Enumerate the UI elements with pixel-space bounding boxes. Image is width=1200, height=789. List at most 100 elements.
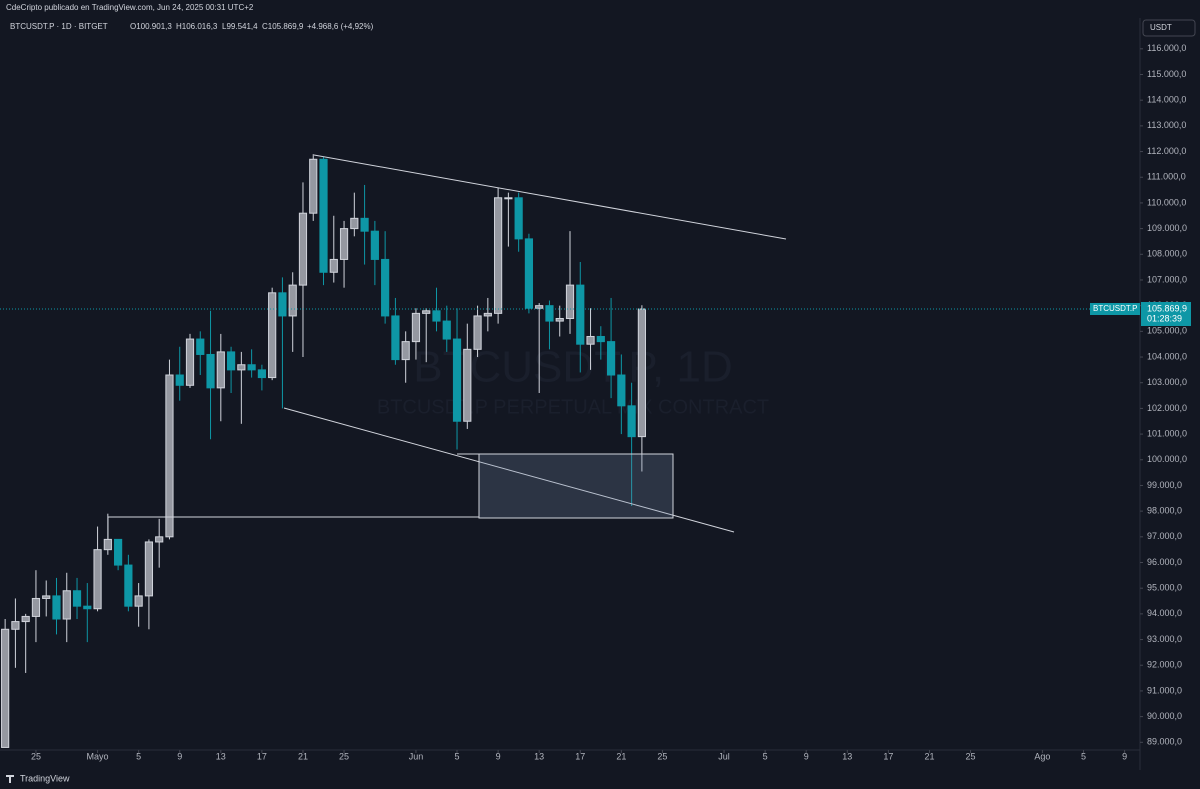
candle-body <box>483 312 492 317</box>
footer-brand: TradingView <box>20 773 70 783</box>
x-tick-label: 17 <box>883 751 893 761</box>
candle-body <box>473 315 482 350</box>
candle-body <box>31 597 41 617</box>
x-tick-label: Mayo <box>87 751 109 761</box>
drawings <box>107 154 787 540</box>
candle-body <box>535 305 544 309</box>
candle-body <box>617 374 626 407</box>
y-tick-label: 90.000,0 <box>1147 711 1182 721</box>
x-tick-label: 5 <box>1081 751 1086 761</box>
candle-body <box>422 310 431 314</box>
price-tag-price: 105.869,9 <box>1147 303 1187 313</box>
candle-body <box>298 212 308 286</box>
candle-body <box>21 615 30 623</box>
y-tick-label: 103.000,0 <box>1147 377 1187 387</box>
y-tick-label: 101.000,0 <box>1147 428 1187 438</box>
candle-body <box>206 353 215 389</box>
y-tick-label: 107.000,0 <box>1147 274 1187 284</box>
y-tick-label: 89.000,0 <box>1147 737 1182 747</box>
x-tick-label: 25 <box>339 751 349 761</box>
x-tick-label: 25 <box>657 751 667 761</box>
x-tick-label: 9 <box>1122 751 1127 761</box>
y-tick-label: 113.000,0 <box>1147 120 1186 130</box>
y-tick-label: 112.000,0 <box>1147 146 1186 156</box>
y-tick-label: 114.000,0 <box>1147 95 1186 105</box>
x-tick-label: 13 <box>534 751 544 761</box>
candle-body <box>391 315 400 361</box>
candle-body <box>134 595 143 607</box>
candle-body <box>309 158 318 214</box>
candle-body <box>442 320 451 340</box>
candle-body <box>144 541 154 597</box>
y-tick-label: 110.000,0 <box>1147 197 1186 207</box>
symbol: BTCUSDT.P · 1D · BITGET <box>10 22 108 31</box>
watermark: BTCUSDT.P, 1D BTCUSDT.P PERPETUAL MIX CO… <box>377 343 769 419</box>
candle-body <box>1 628 10 748</box>
y-tick-label: 94.000,0 <box>1147 608 1182 618</box>
x-tick-label: 5 <box>136 751 141 761</box>
candle-body <box>103 538 112 551</box>
candle-body <box>185 338 195 386</box>
candle-body <box>576 284 585 345</box>
ohlc-high: H106.016,3 <box>176 22 218 31</box>
x-tick-label: 9 <box>496 751 501 761</box>
watermark-subtitle: BTCUSDT.P PERPETUAL MIX CONTRACT <box>377 396 769 418</box>
trendline <box>313 154 787 240</box>
candle-body <box>514 197 523 240</box>
watermark-title: BTCUSDT.P, 1D <box>413 343 733 392</box>
trendline <box>283 407 735 533</box>
axes: 89.000,0 90.000,0 91.000,0 92.000,0 93.000,0… <box>0 18 1187 770</box>
plot <box>0 154 1140 748</box>
candle-body <box>432 310 441 322</box>
candle-body <box>11 621 20 630</box>
candle-body <box>93 549 102 610</box>
candle-body <box>175 374 184 386</box>
x-tick-label: 9 <box>804 751 809 761</box>
candle-body <box>350 217 359 230</box>
candle-body <box>627 405 636 438</box>
y-tick-label: 116.000,0 <box>1147 43 1186 53</box>
legend: BTCUSDT.P · 1D · BITGET O100.901,3 H106.… <box>10 22 374 31</box>
x-tick-label: Jun <box>409 751 424 761</box>
x-tick-label: Ago <box>1034 751 1050 761</box>
candle-body <box>411 312 421 343</box>
currency[interactable]: USDT <box>1150 23 1172 32</box>
y-tick-label: 99.000,0 <box>1147 480 1182 490</box>
candle-body <box>329 258 338 273</box>
candle-body <box>504 197 513 200</box>
x-tick-label: 17 <box>257 751 267 761</box>
y-tick-label: 104.000,0 <box>1147 351 1187 361</box>
y-tick-label: 100.000,0 <box>1147 454 1187 464</box>
y-tick-label: 92.000,0 <box>1147 660 1182 670</box>
candle-body <box>401 341 410 361</box>
candle-body <box>216 351 225 389</box>
candle-body <box>165 374 174 538</box>
x-tick-label: 21 <box>616 751 626 761</box>
x-tick-label: 5 <box>455 751 460 761</box>
candle-body <box>288 284 297 317</box>
candle-body <box>319 158 328 273</box>
candle-body <box>83 605 92 610</box>
candle-body <box>72 590 82 607</box>
y-tick-label: 91.000,0 <box>1147 685 1182 695</box>
price-tag-symbol: BTCUSDT.P <box>1093 304 1137 313</box>
price-tag-countdown: 01:28:39 <box>1147 313 1182 323</box>
candle-body <box>257 369 266 379</box>
y-tick-label: 115.000,0 <box>1147 69 1186 79</box>
candle-body <box>42 595 51 599</box>
currency-button[interactable] <box>1142 19 1196 37</box>
published-line: CdeCripto publicado en TradingView.com, … <box>6 3 254 12</box>
x-tick-label: 13 <box>842 751 852 761</box>
y-tick-label: 111.000,0 <box>1147 172 1186 182</box>
y-tick-label: 102.000,0 <box>1147 403 1187 413</box>
candle-body <box>381 258 390 317</box>
ohlc-low: L99.541,4 <box>222 22 258 31</box>
y-tick-label: 109.000,0 <box>1147 223 1187 233</box>
x-tick-label: Jul <box>718 751 730 761</box>
candle-body <box>565 284 575 320</box>
candle-body <box>545 305 554 322</box>
x-tick-label: 9 <box>177 751 182 761</box>
candle-body <box>52 595 61 620</box>
